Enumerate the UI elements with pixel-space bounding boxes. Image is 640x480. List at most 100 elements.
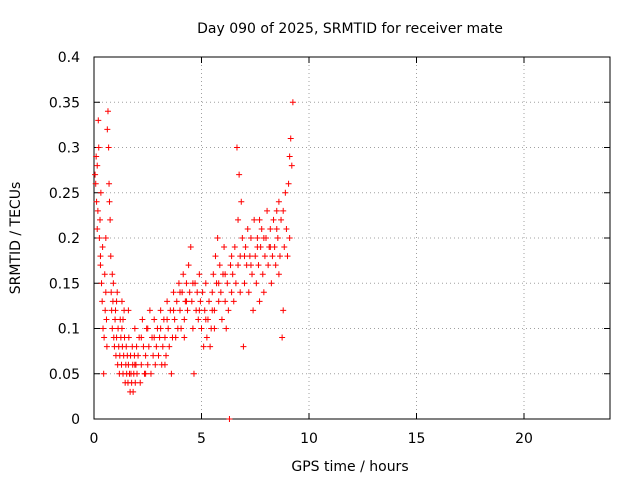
- data-point: [200, 343, 207, 350]
- data-point: [229, 271, 236, 278]
- data-point: [194, 289, 201, 296]
- grid: [94, 57, 610, 419]
- data-point: [131, 361, 138, 368]
- data-point: [261, 253, 268, 260]
- data-point: [237, 289, 244, 296]
- data-point: [247, 262, 254, 269]
- data-point: [244, 225, 251, 232]
- data-point: [255, 262, 262, 269]
- data-point: [163, 352, 170, 359]
- data-point: [241, 280, 248, 287]
- data-point: [104, 108, 111, 115]
- x-tick-label: 10: [300, 431, 318, 447]
- data-point: [247, 235, 254, 241]
- data-point: [197, 298, 204, 305]
- data-point: [189, 280, 196, 287]
- data-point: [231, 244, 238, 251]
- data-point: [107, 216, 114, 223]
- data-point: [123, 343, 130, 350]
- data-point: [118, 298, 125, 305]
- data-point: [175, 280, 182, 287]
- data-point: [133, 343, 140, 350]
- data-point: [145, 343, 152, 350]
- data-point: [246, 253, 253, 260]
- y-tick-label: 0.15: [49, 276, 80, 292]
- data-point: [226, 416, 233, 422]
- data-point: [108, 289, 115, 296]
- chart-title: Day 090 of 2025, SRMTID for receiver mat…: [197, 21, 503, 37]
- data-point: [216, 262, 223, 269]
- data-point: [196, 271, 203, 278]
- data-point: [282, 189, 289, 196]
- data-point: [253, 280, 260, 287]
- data-point: [222, 298, 229, 305]
- data-point: [131, 325, 138, 332]
- data-point: [240, 343, 247, 350]
- data-point: [211, 325, 218, 332]
- data-point: [183, 298, 190, 305]
- data-point: [270, 216, 277, 223]
- data-point: [171, 316, 178, 323]
- data-point: [289, 99, 296, 106]
- data-point: [142, 370, 149, 377]
- data-point: [283, 225, 290, 232]
- data-point: [254, 235, 261, 241]
- y-tick-label: 0.35: [49, 95, 80, 111]
- data-point: [188, 298, 195, 305]
- y-tick-label: 0: [71, 412, 80, 428]
- data-point: [181, 334, 188, 341]
- data-point: [281, 244, 288, 251]
- data-point: [228, 253, 235, 260]
- x-axis-label: GPS time / hours: [291, 459, 408, 475]
- data-point: [94, 162, 101, 169]
- data-point: [272, 262, 279, 269]
- data-point: [138, 361, 145, 368]
- data-point: [170, 307, 177, 314]
- data-point: [275, 198, 282, 205]
- y-tick-label: 0.4: [58, 50, 80, 66]
- data-point: [151, 334, 158, 341]
- data-point: [164, 298, 171, 305]
- data-point: [224, 280, 231, 287]
- data-point: [269, 253, 276, 260]
- y-axis-label: SRMTID / TECUs: [8, 182, 24, 295]
- data-point: [172, 334, 179, 341]
- data-point: [135, 352, 142, 359]
- data-point: [258, 225, 265, 232]
- data-point: [284, 253, 291, 260]
- data-point: [151, 316, 158, 323]
- data-point: [102, 235, 109, 241]
- data-point: [280, 207, 287, 214]
- data-point: [268, 280, 275, 287]
- data-point: [254, 244, 261, 251]
- data-point: [177, 307, 183, 314]
- data-point: [150, 352, 157, 359]
- data-point: [209, 289, 216, 296]
- data-point: [92, 180, 99, 187]
- data-point: [95, 144, 102, 151]
- data-point: [157, 307, 164, 314]
- data-point: [241, 253, 248, 260]
- data-point: [273, 207, 280, 214]
- data-point: [245, 289, 252, 296]
- data-point: [98, 280, 105, 287]
- data-point: [118, 325, 125, 332]
- data-point: [93, 153, 100, 160]
- data-point: [260, 235, 267, 241]
- data-point: [275, 271, 282, 278]
- data-point: [260, 289, 267, 296]
- data-point: [185, 262, 192, 269]
- data-point: [161, 334, 168, 341]
- data-point: [235, 216, 242, 223]
- data-point: [93, 198, 100, 205]
- data-point: [206, 298, 213, 305]
- data-point: [152, 361, 159, 368]
- data-point: [232, 280, 239, 287]
- data-point: [105, 144, 112, 151]
- data-point: [106, 198, 113, 205]
- data-point: [97, 253, 104, 260]
- data-point: [189, 325, 196, 332]
- data-point: [180, 271, 187, 278]
- data-point: [195, 316, 202, 323]
